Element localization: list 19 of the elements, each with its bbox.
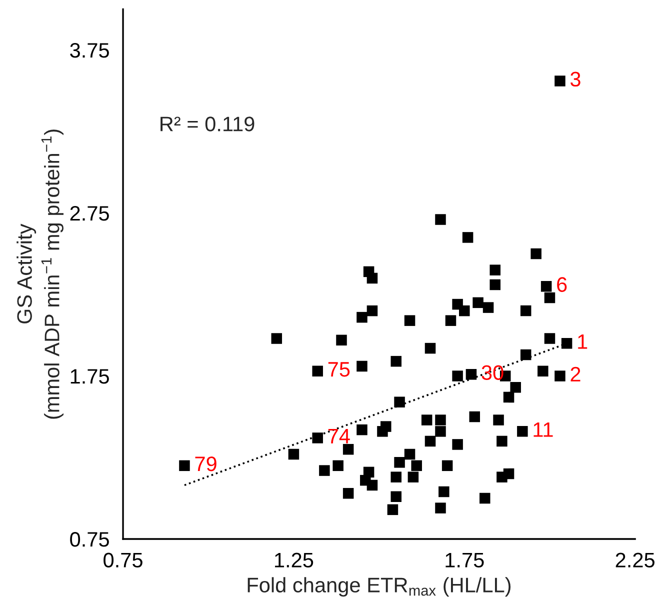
annotation: 2 <box>570 366 580 382</box>
x-tick-label: 2.25 <box>616 552 654 568</box>
annotation: 79 <box>195 456 216 472</box>
x-axis-title: Fold change ETR$_{max}$ (HL/LL) <box>248 577 511 597</box>
x-tick-label: 1.25 <box>275 552 314 568</box>
annotation: 3 <box>570 72 580 87</box>
annotation: 11 <box>534 422 553 437</box>
y-axis-title: GS Activity (mmol ADP min$^{−1}$ mg protein$^{−1}$) <box>16 130 64 419</box>
x-tick-label: 0.75 <box>104 552 142 568</box>
annotation: 6 <box>557 277 567 292</box>
y-tick-label: 0.75 <box>70 532 109 547</box>
y-tick-label: 3.75 <box>70 42 109 58</box>
annotation: 75 <box>328 362 350 377</box>
annotation: R² = 0.119 <box>160 116 254 132</box>
annotation: 1 <box>578 334 588 349</box>
x-tick-label: 1.75 <box>446 552 484 568</box>
y-tick-label: 1.75 <box>70 369 109 384</box>
annotation: 74 <box>328 428 350 444</box>
y-tick-label: 2.75 <box>70 206 109 221</box>
